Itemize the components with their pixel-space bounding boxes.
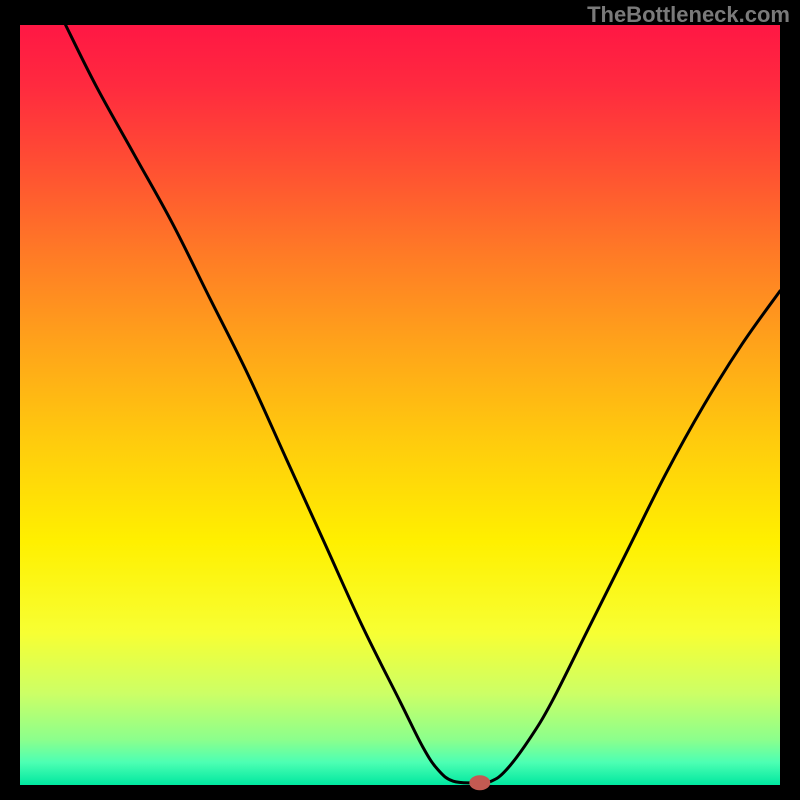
bottleneck-chart [0,0,800,800]
plot-background [20,25,780,785]
watermark-text: TheBottleneck.com [587,2,790,28]
optimal-marker [470,776,490,790]
chart-container: TheBottleneck.com [0,0,800,800]
